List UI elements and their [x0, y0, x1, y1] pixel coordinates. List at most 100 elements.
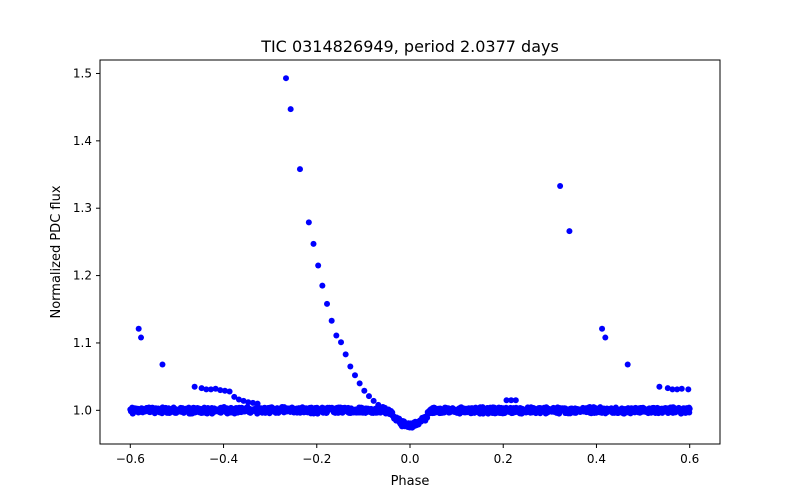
- data-point: [590, 404, 597, 411]
- data-point: [151, 410, 158, 417]
- data-point: [191, 383, 198, 390]
- data-point: [642, 408, 649, 415]
- data-point: [508, 397, 515, 404]
- data-point: [566, 228, 573, 235]
- data-point: [138, 334, 145, 341]
- data-point: [391, 415, 398, 422]
- data-point: [235, 396, 242, 403]
- data-point: [356, 380, 363, 387]
- data-point: [358, 404, 365, 411]
- data-point: [237, 406, 244, 413]
- data-point: [202, 406, 209, 413]
- data-point: [683, 405, 690, 412]
- data-point: [226, 388, 233, 395]
- data-point: [296, 166, 303, 173]
- data-point: [624, 361, 631, 368]
- chart-title: TIC 0314826949, period 2.0377 days: [260, 37, 559, 56]
- data-point: [599, 325, 606, 332]
- data-point: [328, 317, 335, 324]
- data-point: [627, 410, 634, 417]
- x-tick-label: −0.2: [302, 452, 331, 466]
- data-point: [485, 410, 492, 417]
- data-point: [129, 410, 136, 417]
- y-tick-label: 1.5: [73, 66, 92, 80]
- data-point: [333, 332, 340, 339]
- data-point: [426, 410, 433, 417]
- data-point: [602, 334, 609, 341]
- data-point: [375, 401, 382, 408]
- data-point: [571, 409, 578, 416]
- data-point: [159, 410, 166, 417]
- data-point: [665, 410, 672, 417]
- x-tick-label: 0.0: [400, 452, 419, 466]
- data-point: [245, 399, 252, 406]
- data-point: [305, 219, 312, 226]
- data-point: [172, 409, 179, 416]
- data-point: [491, 410, 498, 417]
- data-point: [637, 405, 644, 412]
- data-point: [479, 407, 486, 414]
- x-tick-label: 0.4: [587, 452, 606, 466]
- data-point: [489, 404, 496, 411]
- y-axis-label: Normalized PDC flux: [49, 185, 64, 318]
- data-point: [675, 404, 682, 411]
- data-point: [500, 409, 507, 416]
- data-point: [287, 106, 294, 113]
- data-point: [379, 403, 386, 410]
- data-point: [616, 407, 623, 414]
- data-point: [509, 406, 516, 413]
- data-point: [512, 397, 519, 404]
- data-point: [434, 408, 441, 415]
- data-point: [268, 407, 275, 414]
- data-point: [543, 404, 550, 411]
- data-point: [685, 386, 692, 393]
- data-point: [464, 408, 471, 415]
- data-point: [445, 407, 452, 414]
- data-point: [348, 408, 355, 415]
- data-point: [231, 393, 238, 400]
- data-point: [516, 410, 523, 417]
- data-point: [335, 404, 342, 411]
- data-point: [314, 410, 321, 417]
- data-point: [384, 410, 391, 417]
- data-point: [190, 404, 197, 411]
- data-point: [664, 385, 671, 392]
- data-point: [161, 405, 168, 412]
- data-point: [674, 386, 681, 393]
- data-point: [283, 75, 289, 82]
- data-point: [213, 408, 220, 415]
- data-point: [240, 397, 247, 404]
- data-point: [654, 407, 661, 414]
- data-point: [581, 405, 588, 412]
- data-point: [319, 282, 326, 289]
- y-tick-label: 1.0: [73, 403, 92, 417]
- data-point: [353, 406, 360, 413]
- data-point: [341, 408, 348, 415]
- data-point: [252, 405, 259, 412]
- data-point: [669, 386, 676, 393]
- x-tick-label: 0.2: [494, 452, 513, 466]
- data-point: [361, 387, 368, 394]
- y-tick-label: 1.4: [73, 134, 92, 148]
- data-point: [519, 405, 526, 412]
- data-point: [304, 407, 311, 414]
- data-point: [408, 420, 415, 427]
- data-point: [186, 410, 193, 417]
- y-axis-ticks: 1.0 1.1 1.2 1.3 1.4 1.5: [73, 66, 100, 417]
- data-point: [378, 408, 385, 415]
- data-point: [209, 410, 216, 417]
- data-point: [363, 405, 370, 412]
- data-point: [351, 372, 358, 379]
- data-point: [610, 408, 617, 415]
- x-tick-label: −0.6: [116, 452, 145, 466]
- data-point: [556, 410, 563, 417]
- data-point: [422, 417, 429, 424]
- data-point: [135, 325, 142, 332]
- data-point: [670, 405, 677, 412]
- data-point: [315, 262, 322, 269]
- data-point: [327, 405, 334, 412]
- data-point: [561, 408, 568, 415]
- data-point: [254, 400, 261, 407]
- data-point: [536, 406, 543, 413]
- data-point: [365, 393, 372, 400]
